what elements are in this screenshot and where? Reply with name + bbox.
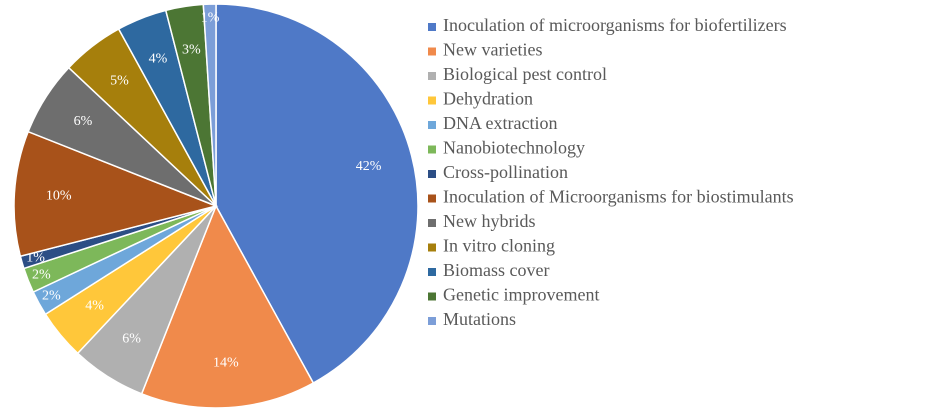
legend-swatch xyxy=(428,23,436,31)
legend-swatch xyxy=(428,268,436,276)
slice xyxy=(215,3,419,385)
legend-text: New hybrids xyxy=(443,211,536,231)
legend-swatch xyxy=(428,72,436,80)
slice-label: 10% xyxy=(46,188,72,203)
legend-text: Genetic improvement xyxy=(443,285,599,305)
legend-swatch xyxy=(428,47,436,56)
slice-label: 14% xyxy=(213,355,239,370)
slice-label: 6% xyxy=(74,114,93,129)
legend-text: Inoculation of microorganisms for biofer… xyxy=(443,15,787,35)
legend-swatch xyxy=(428,243,436,252)
legend-swatch xyxy=(428,317,436,325)
legend-swatch xyxy=(428,194,436,203)
legend-text: Dehydration xyxy=(443,89,533,109)
legend-text: Cross-pollination xyxy=(443,162,568,182)
slice-label: 3% xyxy=(182,43,201,58)
legend-swatch xyxy=(428,170,436,178)
slice-label: 4% xyxy=(149,52,168,67)
legend-text: Nanobiotechnology xyxy=(443,138,585,158)
legend-swatch xyxy=(428,219,436,227)
legend-text: DNA extraction xyxy=(443,113,557,133)
legend-text: In vitro cloning xyxy=(443,236,555,256)
slice xyxy=(140,204,315,409)
legend-text: New varieties xyxy=(443,40,542,60)
slice-label: 1% xyxy=(26,251,45,266)
legend-swatch xyxy=(428,145,436,154)
legend-text: Mutations xyxy=(443,309,516,329)
slice xyxy=(202,3,217,207)
slice-label: 6% xyxy=(122,331,141,346)
slice-label: 42% xyxy=(356,159,382,174)
legend-swatch xyxy=(428,121,436,129)
legend-text: Biological pest control xyxy=(443,64,607,84)
legend-swatch xyxy=(428,292,436,301)
slice-label: 2% xyxy=(42,289,61,304)
slice-label: 1% xyxy=(201,10,220,25)
legend-text: Inoculation of Microorganisms for biosti… xyxy=(443,187,794,207)
slice-label: 4% xyxy=(85,299,104,314)
slice-label: 2% xyxy=(32,267,51,282)
slice-label: 5% xyxy=(110,74,129,89)
legend-swatch xyxy=(428,96,436,105)
legend-text: Biomass cover xyxy=(443,260,549,280)
slice xyxy=(13,130,219,258)
